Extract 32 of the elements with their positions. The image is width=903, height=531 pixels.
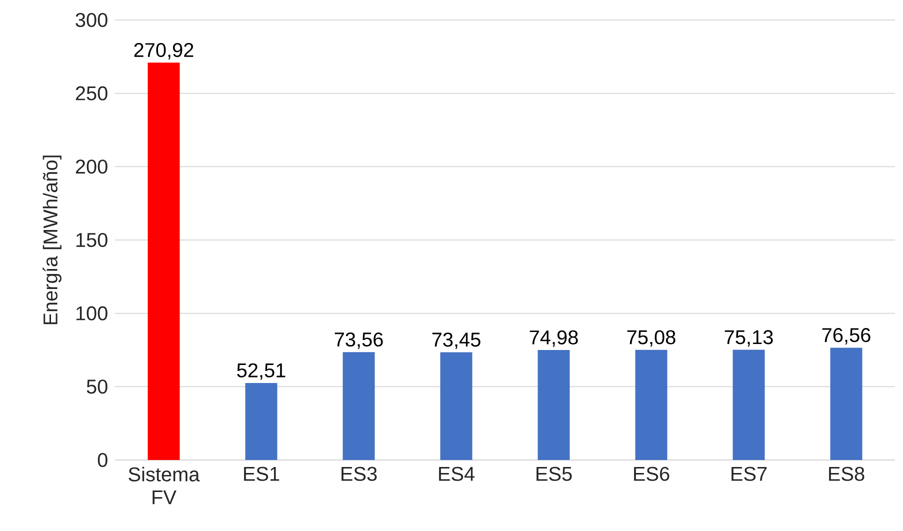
x-tick-label: ES6: [634, 466, 670, 481]
data-label: 73,45: [432, 332, 480, 350]
x-tick-label: ES1: [244, 466, 280, 481]
y-tick-label: 100: [76, 306, 108, 320]
bar: [538, 350, 570, 460]
y-axis-title: Energía [MWh/año]: [42, 156, 62, 324]
data-label: 75,13: [724, 330, 773, 347]
y-tick-label: 300: [76, 12, 108, 28]
x-tick-label: ES7: [732, 466, 767, 481]
x-tick-label: ES3: [342, 466, 377, 481]
data-label: 73,56: [334, 332, 383, 349]
x-tick-label: Sistema FV: [128, 466, 200, 504]
bar: [732, 350, 765, 460]
y-tick-label: 200: [76, 160, 108, 174]
y-tick-label: 50: [86, 380, 108, 394]
y-tick-label: 250: [76, 86, 108, 100]
bar: [635, 350, 668, 460]
x-tick-label: ES5: [536, 466, 572, 481]
x-tick-label: ES8: [829, 466, 864, 481]
data-label: 52,51: [237, 363, 286, 380]
y-tick-label: 150: [76, 232, 108, 248]
bar: [440, 352, 472, 460]
data-label: 75,08: [627, 330, 676, 347]
bar: [245, 382, 278, 460]
bar: [342, 352, 375, 460]
y-tick-label: 0: [98, 452, 108, 468]
data-label: 74,98: [530, 330, 578, 347]
data-label: 76,56: [822, 328, 870, 344]
x-tick-label: ES4: [439, 466, 475, 481]
bar: [830, 348, 862, 460]
data-label: 270,92: [134, 42, 194, 60]
bar: [148, 62, 180, 460]
